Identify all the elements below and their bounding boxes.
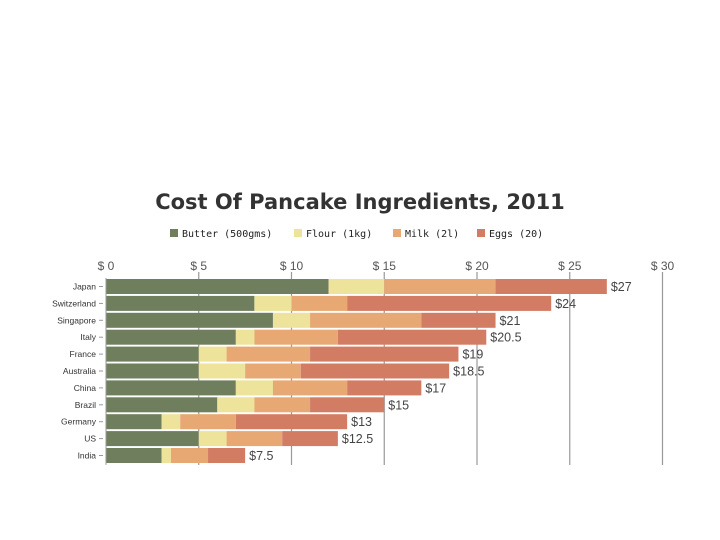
legend-swatch-0	[170, 229, 178, 237]
category-label-8: Germany	[61, 417, 97, 427]
bar-australia-2	[245, 363, 301, 379]
total-label-6: $17	[425, 381, 446, 395]
category-label-4: France	[70, 349, 97, 359]
bar-switzerland-0	[106, 295, 255, 311]
bar-china-3	[347, 380, 422, 396]
bar-singapore-3	[421, 312, 496, 328]
bar-us-0	[106, 431, 199, 447]
bar-japan-0	[106, 279, 329, 294]
total-label-9: $12.5	[342, 432, 373, 446]
x-tick-label-6: $ 30	[651, 259, 675, 273]
bar-switzerland-3	[347, 295, 552, 311]
bar-brazil-3	[310, 397, 385, 413]
bar-japan-1	[328, 279, 385, 294]
bar-india-1	[161, 448, 171, 463]
total-label-3: $20.5	[490, 331, 521, 345]
bar-australia-1	[198, 363, 246, 379]
bar-australia-3	[300, 363, 450, 379]
x-tick-label-4: $ 20	[465, 259, 489, 273]
category-label-2: Singapore	[57, 315, 96, 325]
legend-label-3: Eggs (20)	[489, 229, 543, 240]
bar-italy-0	[106, 329, 236, 345]
total-label-7: $15	[388, 398, 409, 412]
category-label-6: China	[74, 383, 96, 393]
bar-us-1	[198, 431, 227, 447]
bar-france-2	[226, 346, 311, 362]
x-tick-label-3: $ 15	[373, 259, 397, 273]
x-tick-label-0: $ 0	[98, 259, 115, 273]
bar-germany-3	[235, 414, 348, 430]
category-label-10: India	[78, 451, 97, 461]
bar-india-3	[208, 448, 246, 463]
bar-india-2	[170, 448, 209, 463]
category-label-0: Japan	[73, 282, 96, 292]
bar-brazil-0	[106, 397, 218, 413]
legend-swatch-2	[393, 229, 401, 237]
bar-china-0	[106, 380, 236, 396]
bar-china-1	[235, 380, 273, 396]
x-tick-label-5: $ 25	[558, 259, 582, 273]
bar-switzerland-2	[291, 295, 348, 311]
x-tick-label-2: $ 10	[280, 259, 304, 273]
category-label-9: US	[84, 434, 96, 444]
total-labels: $27 $24 $21 $20.5 $19 $18.5 $17 $15 $13 $12.5 $7.5	[249, 280, 632, 463]
total-label-5: $18.5	[453, 365, 484, 379]
legend-label-2: Milk (2l)	[405, 229, 459, 240]
bar-france-0	[106, 346, 199, 362]
legend-swatch-1	[294, 229, 302, 237]
bars	[106, 279, 607, 463]
total-label-1: $24	[555, 297, 576, 311]
bar-germany-1	[161, 414, 181, 430]
x-tick-label-1: $ 5	[190, 259, 207, 273]
bar-japan-2	[384, 279, 496, 294]
bar-singapore-0	[106, 312, 273, 328]
total-label-10: $7.5	[249, 449, 273, 463]
category-label-5: Australia	[63, 366, 96, 376]
bar-china-2	[272, 380, 348, 396]
bar-france-1	[198, 346, 227, 362]
bar-australia-0	[106, 363, 199, 379]
bar-italy-2	[254, 329, 338, 345]
bar-us-2	[226, 431, 283, 447]
total-label-8: $13	[351, 415, 372, 429]
bar-japan-3	[495, 279, 607, 294]
bar-brazil-1	[217, 397, 255, 413]
bar-france-3	[310, 346, 459, 362]
total-label-0: $27	[611, 280, 632, 294]
bar-brazil-2	[254, 397, 311, 413]
bar-germany-0	[106, 414, 162, 430]
bar-switzerland-1	[254, 295, 292, 311]
total-label-4: $19	[462, 348, 483, 362]
legend-swatch-3	[477, 229, 485, 237]
legend-label-0: Butter (500gms)	[182, 229, 272, 240]
bar-india-0	[106, 448, 162, 463]
legend: Butter (500gms) Flour (1kg) Milk (2l) Eggs …	[170, 229, 543, 240]
chart-title: Cost Of Pancake Ingredients, 2011	[155, 190, 565, 214]
category-labels: Japan Switzerland Singapore Italy France Aust…	[52, 282, 103, 461]
bar-singapore-2	[310, 312, 422, 328]
legend-label-1: Flour (1kg)	[306, 229, 372, 240]
bar-us-3	[282, 431, 338, 447]
bar-germany-2	[180, 414, 236, 430]
bar-italy-1	[235, 329, 255, 345]
bar-italy-3	[337, 329, 487, 345]
category-label-7: Brazil	[75, 400, 96, 410]
x-axis-ticks: $ 0 $ 5 $ 10 $ 15 $ 20 $ 25 $ 30	[98, 259, 675, 273]
bar-singapore-1	[272, 312, 311, 328]
total-label-2: $21	[500, 314, 521, 328]
category-label-1: Switzerland	[52, 298, 96, 308]
category-label-3: Italy	[80, 332, 96, 342]
